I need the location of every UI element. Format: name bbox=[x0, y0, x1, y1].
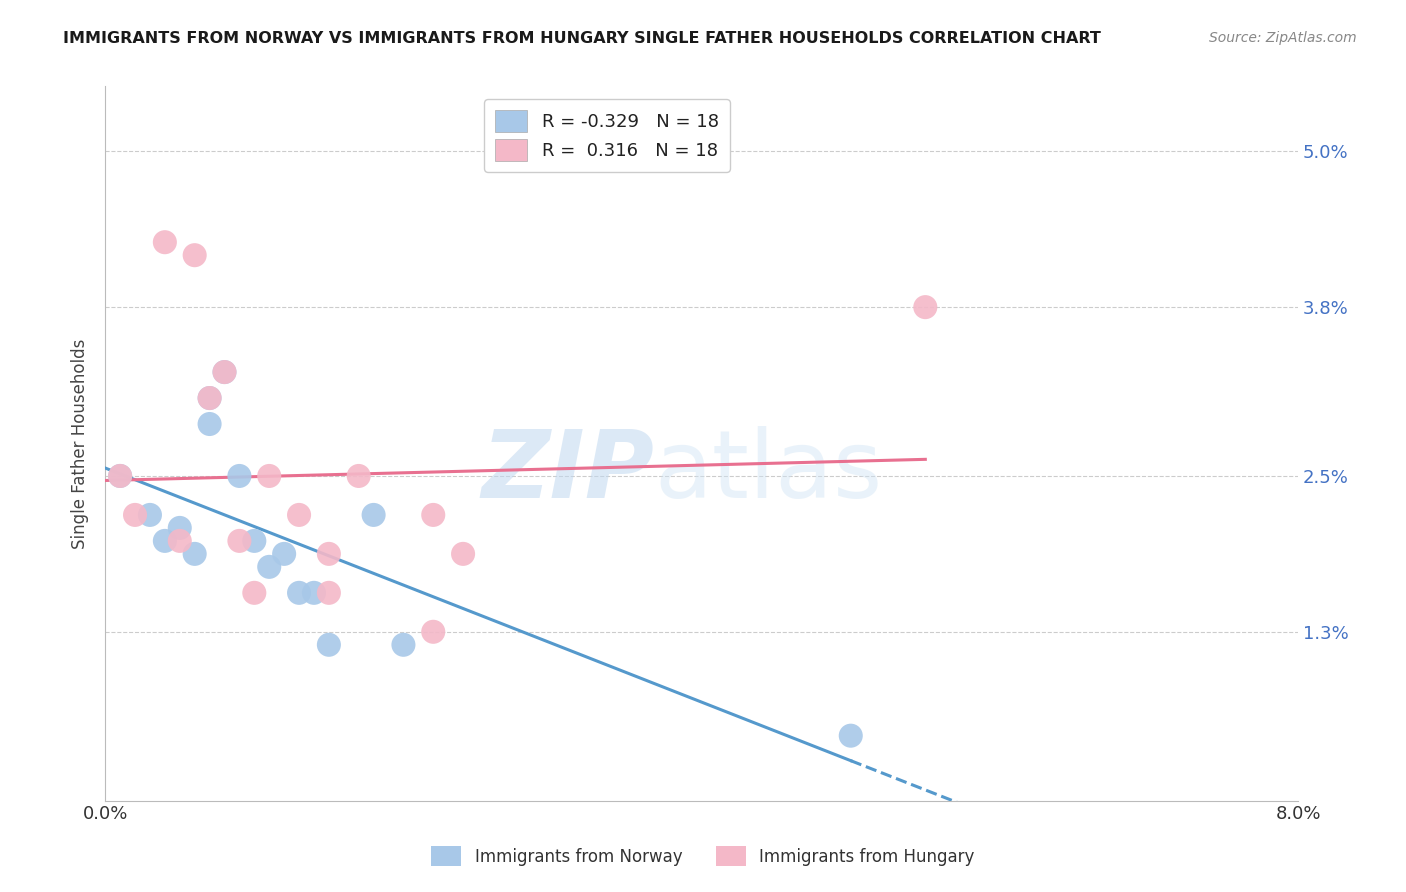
Point bbox=[214, 365, 236, 379]
Point bbox=[914, 300, 936, 314]
Point bbox=[153, 235, 176, 250]
Point bbox=[257, 559, 280, 574]
Point bbox=[214, 365, 236, 379]
Point bbox=[839, 729, 862, 743]
Point bbox=[198, 391, 221, 405]
Point bbox=[169, 533, 191, 548]
Point bbox=[108, 469, 131, 483]
Point bbox=[183, 547, 205, 561]
Point bbox=[318, 586, 340, 600]
Point bbox=[198, 417, 221, 431]
Point bbox=[183, 248, 205, 262]
Point bbox=[302, 586, 325, 600]
Point bbox=[243, 533, 266, 548]
Point bbox=[318, 547, 340, 561]
Point bbox=[451, 547, 474, 561]
Point bbox=[318, 638, 340, 652]
Point bbox=[124, 508, 146, 522]
Point bbox=[228, 469, 250, 483]
Point bbox=[273, 547, 295, 561]
Text: atlas: atlas bbox=[654, 426, 882, 518]
Point bbox=[288, 508, 311, 522]
Text: IMMIGRANTS FROM NORWAY VS IMMIGRANTS FROM HUNGARY SINGLE FATHER HOUSEHOLDS CORRE: IMMIGRANTS FROM NORWAY VS IMMIGRANTS FRO… bbox=[63, 31, 1101, 46]
Text: ZIP: ZIP bbox=[481, 426, 654, 518]
Legend: Immigrants from Norway, Immigrants from Hungary: Immigrants from Norway, Immigrants from … bbox=[423, 838, 983, 875]
Point bbox=[422, 508, 444, 522]
Point bbox=[422, 624, 444, 639]
Point bbox=[228, 533, 250, 548]
Point bbox=[169, 521, 191, 535]
Y-axis label: Single Father Households: Single Father Households bbox=[72, 338, 89, 549]
Point bbox=[257, 469, 280, 483]
Point bbox=[153, 533, 176, 548]
Text: Source: ZipAtlas.com: Source: ZipAtlas.com bbox=[1209, 31, 1357, 45]
Point bbox=[363, 508, 385, 522]
Point bbox=[347, 469, 370, 483]
Point bbox=[243, 586, 266, 600]
Point bbox=[139, 508, 162, 522]
Legend: R = -0.329   N = 18, R =  0.316   N = 18: R = -0.329 N = 18, R = 0.316 N = 18 bbox=[484, 99, 730, 172]
Point bbox=[108, 469, 131, 483]
Point bbox=[288, 586, 311, 600]
Point bbox=[392, 638, 415, 652]
Point bbox=[198, 391, 221, 405]
